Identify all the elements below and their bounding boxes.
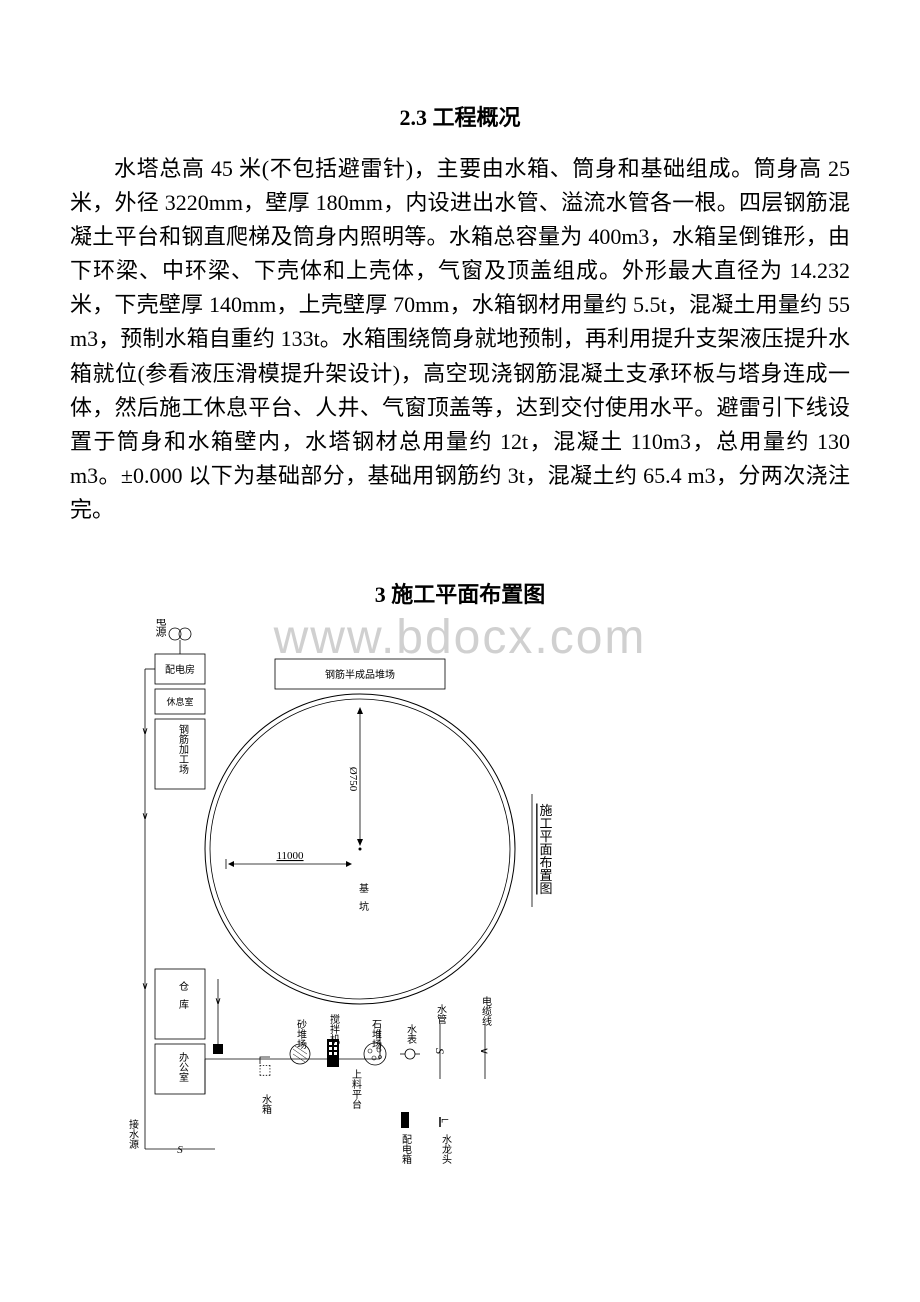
water-tank-label: 水箱 <box>260 1094 272 1115</box>
distribution-box-label: 配电箱 <box>400 1134 412 1165</box>
center-point <box>359 848 362 851</box>
foundation-pit-label: 基坑 <box>357 882 369 919</box>
svg-text:⬚: ⬚ <box>258 1063 271 1078</box>
power-symbol: 电源 <box>154 619 191 640</box>
water-meter-label: 水表 <box>405 1024 417 1045</box>
site-plan-diagram: 电源 配电房 休息室 钢筋加工场 钢筋半成品堆场 11000 <box>100 619 600 1179</box>
sand-yard-label: 砂堆场 <box>295 1018 307 1050</box>
svg-text:∨: ∨ <box>141 981 148 992</box>
cable-label: 电缆线 <box>480 995 492 1026</box>
water-source-label: 接水源 <box>127 1118 139 1150</box>
svg-text:S: S <box>433 1048 447 1054</box>
section-2-3-body: 水塔总高 45 米(不包括避雷针)，主要由水箱、筒身和基础组成。筒身高 25 米… <box>70 152 850 527</box>
water-pipe-label: 水管 <box>435 1004 447 1025</box>
water-meter-icon <box>405 1049 415 1059</box>
radius-label: 11000 <box>276 850 304 862</box>
distribution-room-label: 配电房 <box>165 663 195 676</box>
loading-platform-label: 上料平台 <box>350 1069 362 1110</box>
diagram-title: 施工平面布置图 <box>538 804 553 895</box>
office-label: 办公室 <box>177 1051 189 1082</box>
mixer-label: 搅拌机 <box>328 1013 340 1045</box>
rest-room-label: 休息室 <box>166 696 193 707</box>
svg-text:∨: ∨ <box>141 726 148 737</box>
svg-text:∨: ∨ <box>478 1047 490 1055</box>
warehouse-label: 仓库 <box>177 980 189 1017</box>
diameter-label: Ø750 <box>347 767 359 792</box>
section-3-title: 3 施工平面布置图 <box>70 577 850 609</box>
section-2-3-title: 2.3 工程概况 <box>70 100 850 132</box>
rebar-area-label: 钢筋加工场 <box>177 723 189 775</box>
stone-yard-label: 石堆场 <box>370 1019 382 1050</box>
svg-text:∨: ∨ <box>141 811 148 822</box>
distribution-box-icon <box>401 1112 409 1128</box>
svg-text:⌐: ⌐ <box>441 1113 449 1128</box>
svg-text:S: S <box>177 1144 183 1156</box>
faucet-label: 水龙头 <box>440 1134 452 1165</box>
power-label: 电源 <box>154 619 167 638</box>
rebar-storage-label: 钢筋半成品堆场 <box>325 668 395 681</box>
